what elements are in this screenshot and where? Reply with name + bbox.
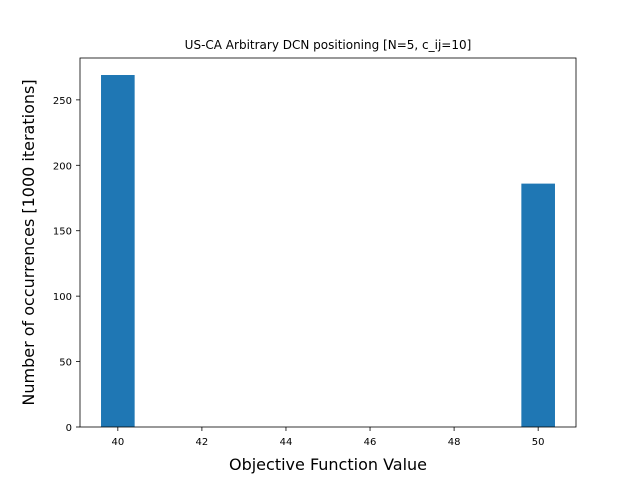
x-tick-label: 46 xyxy=(364,437,377,448)
bar-50 xyxy=(521,183,555,427)
chart-title: US-CA Arbitrary DCN positioning [N=5, c_… xyxy=(185,38,472,52)
y-tick-label: 200 xyxy=(53,161,72,172)
x-tick-label: 50 xyxy=(532,437,545,448)
y-tick-label: 0 xyxy=(66,423,72,434)
x-tick-label: 44 xyxy=(280,437,293,448)
x-tick-label: 42 xyxy=(196,437,209,448)
y-tick-label: 150 xyxy=(53,227,72,238)
plot-frame xyxy=(79,57,577,428)
x-tick-label: 48 xyxy=(448,437,461,448)
x-tick-label: 40 xyxy=(111,437,124,448)
y-tick-label: 250 xyxy=(53,96,72,107)
y-tick-label: 100 xyxy=(53,292,72,303)
y-tick-label: 50 xyxy=(59,358,72,369)
x-axis-label: Objective Function Value xyxy=(229,455,427,474)
bars-layer xyxy=(101,75,555,428)
y-axis-label: Number of occurrences [1000 iterations] xyxy=(19,79,38,405)
x-axis-ticks: 40 42 44 46 48 50 xyxy=(111,427,545,448)
bar-40 xyxy=(101,75,135,428)
y-axis-ticks: 0 50 100 150 200 250 xyxy=(53,96,80,434)
